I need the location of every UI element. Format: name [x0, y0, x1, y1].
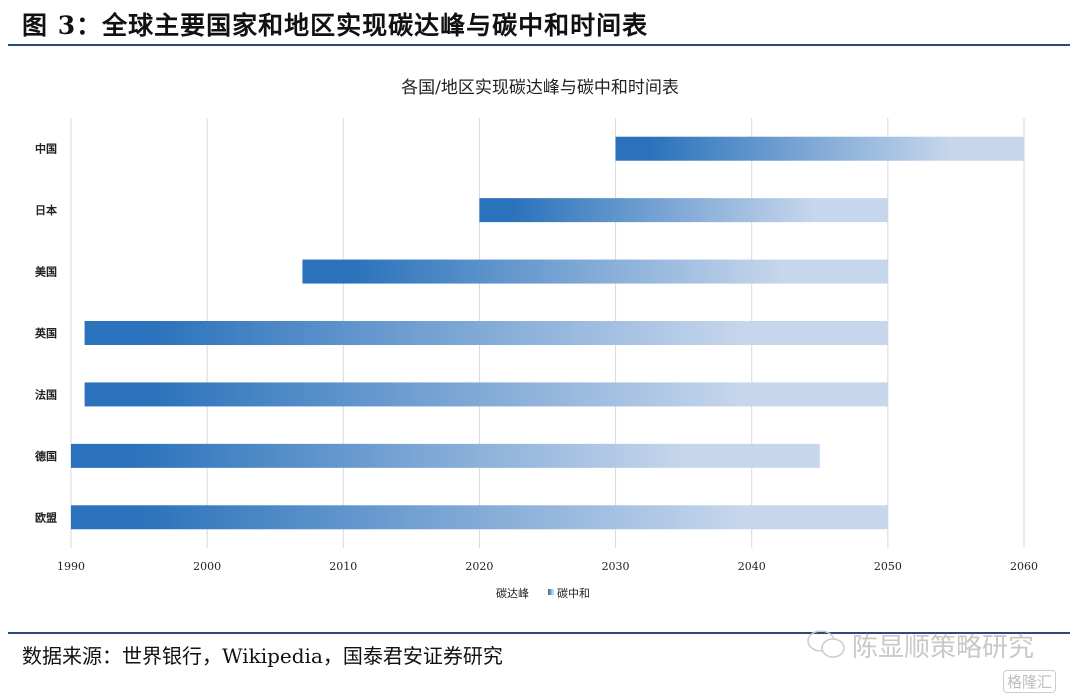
header-rule [8, 44, 1070, 46]
chart-title: 各国/地区实现碳达峰与碳中和时间表 [401, 78, 679, 98]
footer-rule [8, 632, 1070, 634]
y-category-label: 德国 [34, 449, 57, 463]
x-tick-label: 2040 [738, 560, 766, 573]
x-tick-label: 2030 [602, 560, 630, 573]
y-category-label: 日本 [35, 203, 57, 217]
legend-label-neutral: 碳中和 [557, 586, 590, 600]
watermark: 陈显顺策略研究 [852, 633, 1035, 663]
source-note: 数据来源：世界银行，Wikipedia，国泰君安证券研究 [22, 644, 503, 668]
bar-法国 [84, 382, 888, 407]
bar-美国 [302, 259, 888, 284]
legend: 碳达峰 碳中和 [496, 586, 590, 600]
bar-中国 [615, 136, 1024, 161]
y-category-label: 英国 [34, 326, 57, 340]
bar-日本 [479, 198, 888, 223]
x-tick-label: 2000 [193, 560, 221, 573]
x-tick-label: 2060 [1010, 560, 1038, 573]
watermark-logo: 格隆汇 [1003, 670, 1057, 693]
y-category-label: 欧盟 [35, 510, 57, 524]
figure-title: 图 3：全球主要国家和地区实现碳达峰与碳中和时间表 [22, 11, 649, 40]
y-category-label: 美国 [35, 265, 57, 279]
y-category-label: 法国 [35, 387, 57, 401]
bar-欧盟 [71, 505, 888, 530]
legend-swatch-neutral [548, 589, 554, 595]
x-tick-label: 2050 [874, 560, 902, 573]
wechat-icon [807, 630, 845, 658]
x-tick-label: 2010 [329, 560, 357, 573]
x-tick-label: 2020 [465, 560, 493, 573]
x-tick-label: 1990 [57, 560, 85, 573]
legend-label-peak: 碳达峰 [496, 586, 529, 600]
y-category-label: 中国 [35, 142, 57, 156]
bar-英国 [84, 321, 888, 345]
bar-德国 [71, 443, 820, 468]
